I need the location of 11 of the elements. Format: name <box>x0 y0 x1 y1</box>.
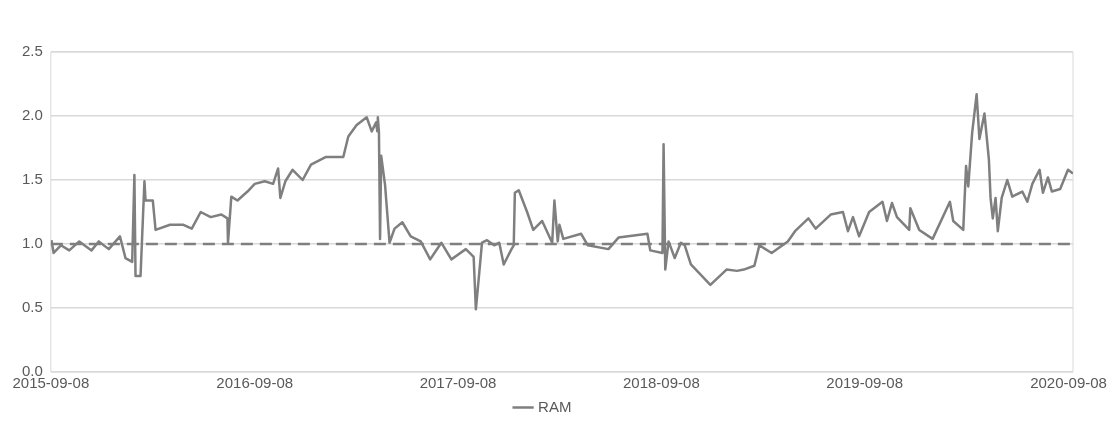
x-tick-label: 2018-09-08 <box>622 374 700 392</box>
x-tick-label: 2020-09-08 <box>1030 374 1107 392</box>
y-tick-label: 0.5 <box>21 298 43 316</box>
x-tick-label: 2016-09-08 <box>216 374 294 392</box>
y-tick-label: 1.5 <box>21 170 43 188</box>
y-tick-label: 1.0 <box>21 234 43 252</box>
x-tick-label: 2019-09-08 <box>826 374 904 392</box>
y-tick-label: 2.0 <box>21 106 43 124</box>
x-tick-label: 2017-09-08 <box>419 374 497 392</box>
legend-label: RAM <box>538 397 572 415</box>
y-tick-label: 2.5 <box>21 42 43 60</box>
